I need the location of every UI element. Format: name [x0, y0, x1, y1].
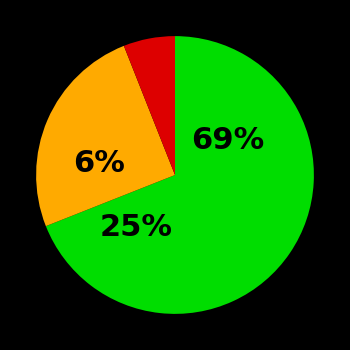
Text: 6%: 6%	[73, 149, 125, 178]
Text: 25%: 25%	[100, 213, 173, 242]
Text: 69%: 69%	[191, 126, 264, 155]
Wedge shape	[46, 36, 314, 314]
Wedge shape	[36, 46, 175, 226]
Wedge shape	[124, 36, 175, 175]
